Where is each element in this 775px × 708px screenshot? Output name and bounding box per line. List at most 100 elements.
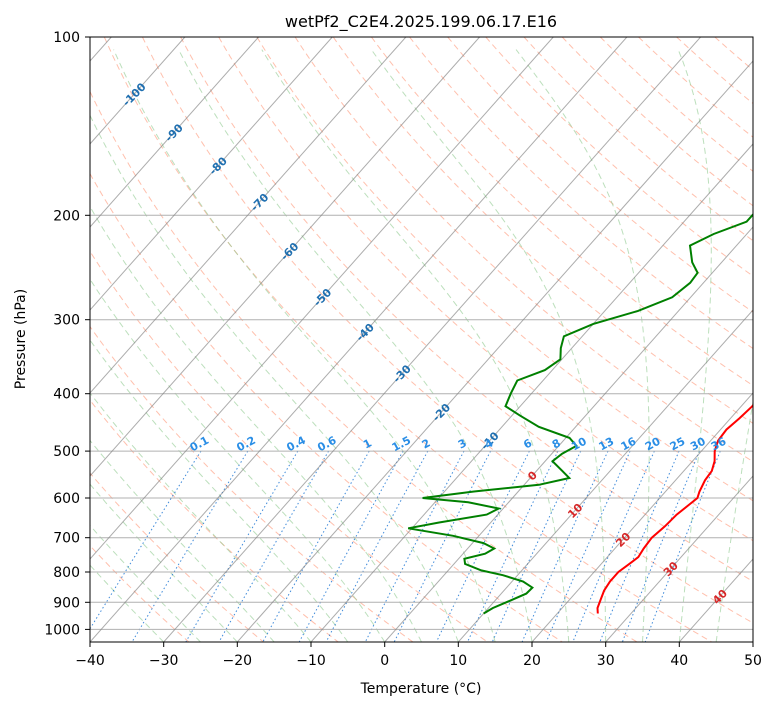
moist-adiabat-line: [90, 524, 201, 642]
moist-adiabat-line: [90, 278, 386, 642]
profile-series: [408, 213, 753, 615]
y-tick-label: 800: [53, 565, 80, 581]
dry-adiabats: [90, 37, 753, 642]
dry-adiabat-line: [90, 90, 638, 642]
moist-adiabat-line: [90, 483, 238, 642]
dry-adiabat-line: [90, 250, 488, 642]
mixing-ratio-line: [325, 450, 429, 642]
x-tick-label: 50: [744, 653, 762, 669]
moist-adiabat-line: [90, 439, 275, 642]
dry-adiabat-line: [523, 37, 753, 242]
moist-adiabat-line: [677, 49, 712, 642]
moist-adiabat-line: [515, 49, 650, 642]
plot-area: -100-90-80-70-60-50-40-30-20-10010203040…: [90, 37, 753, 642]
moist-adiabat-line: [90, 205, 422, 642]
isotherm-line: [90, 37, 480, 477]
isotherm-line: [90, 37, 259, 228]
mixing-ratio-label: 25: [668, 435, 688, 454]
y-tick-label: 900: [53, 595, 80, 611]
mixing-ratio-line: [545, 450, 631, 642]
moist-adiabat-line: [261, 49, 570, 642]
x-tick-label: −30: [149, 653, 179, 669]
isotherm-line: [90, 37, 186, 145]
chart-title: wetPf2_C2E4.2025.199.06.17.E16: [285, 12, 557, 32]
y-axis-label: Pressure (hPa): [13, 289, 29, 389]
x-tick-label: 30: [597, 653, 615, 669]
dry-adiabat-line: [485, 37, 753, 277]
y-tick-label: 200: [53, 208, 80, 224]
moist-adiabats: [90, 49, 753, 642]
mixing-ratio-line: [467, 450, 559, 642]
temperature-profile-line: [596, 403, 753, 614]
mixing-ratio-lines: [90, 450, 721, 642]
isotherm-line: [236, 60, 753, 642]
y-tick-label: 300: [53, 313, 80, 329]
dry-adiabat-line: [90, 172, 563, 642]
dry-adiabat-line: [180, 37, 753, 583]
x-axis-label: Temperature (°C): [360, 681, 482, 697]
mixing-ratio-line: [435, 450, 530, 642]
mixing-ratio-label: 10: [569, 435, 589, 454]
isotherm-line: [457, 309, 753, 642]
moist-adiabat-line: [370, 49, 607, 642]
isotherms: [90, 37, 753, 642]
mixing-ratio-line: [599, 450, 680, 642]
isotherm-line: [90, 37, 554, 560]
x-tick-label: 0: [380, 653, 389, 669]
moist-adiabat-line: [715, 398, 753, 642]
mixing-ratio-label: 16: [619, 435, 639, 454]
mixing-ratio-line: [131, 450, 249, 642]
mixing-ratio-label: 30: [688, 435, 708, 454]
isotherm-line: [310, 143, 753, 642]
moist-adiabat-line: [178, 49, 533, 642]
isotherm-line: [605, 475, 753, 642]
isotherm-line: [163, 37, 701, 642]
isotherm-line: [90, 37, 628, 642]
x-tick-label: −20: [223, 653, 253, 669]
mixing-ratio-label: 20: [643, 435, 663, 454]
dry-adiabat-line: [256, 37, 753, 502]
moist-adiabat-line: [90, 339, 349, 642]
mixing-ratio-line: [90, 450, 202, 630]
dry-adiabat-line: [370, 37, 753, 387]
x-tick-label: −10: [296, 653, 326, 669]
x-tick-label: −40: [75, 653, 105, 669]
dry-adiabat-line: [90, 472, 264, 642]
mixing-ratio-line: [572, 450, 655, 642]
x-tick-label: 20: [523, 653, 541, 669]
dry-adiabat-line: [294, 37, 753, 463]
pressure-gridlines: [90, 37, 753, 630]
x-tick-label: 10: [449, 653, 467, 669]
y-tick-label: 100: [53, 30, 80, 46]
mixing-ratio-labels: 0.1 0.2 0.4 0.6 1 1.5 2 3 4 6 8 10 13 16 20 25 30 36: [188, 434, 729, 455]
x-tick-label: 40: [670, 653, 688, 669]
mixing-ratio-line: [185, 450, 299, 642]
dry-adiabat-line: [409, 37, 753, 350]
plot-frame: [89, 36, 754, 643]
moist-adiabat-line: [90, 564, 165, 642]
dry-adiabat-line: [141, 37, 753, 624]
y-axis-ticks: 100 200 300 400 500 600 700 800 900 1000: [44, 30, 90, 638]
dry-adiabat-line: [218, 37, 753, 542]
y-tick-label: 1000: [44, 622, 80, 638]
mixing-ratio-line: [298, 450, 404, 642]
mixing-ratio-label: 13: [597, 435, 617, 454]
isotherm-line: [531, 392, 753, 642]
y-tick-label: 500: [53, 444, 80, 460]
moist-adiabat-line: [90, 114, 459, 642]
mixing-ratio-line: [262, 450, 370, 642]
mixing-ratio-label: 36: [709, 435, 729, 454]
moist-adiabat-line: [113, 49, 496, 642]
x-axis-ticks: −40 −30 −20 −10 0 10 20 30 40 50: [75, 642, 762, 669]
isotherm-line: [90, 37, 407, 394]
y-tick-label: 400: [53, 387, 80, 403]
dry-adiabat-line: [90, 325, 414, 642]
mixing-ratio-line: [218, 450, 330, 642]
dry-adiabat-line: [103, 37, 712, 642]
isotherm-line: [90, 37, 333, 311]
dewpoint-profile-line: [408, 213, 753, 615]
y-tick-label: 600: [53, 491, 80, 507]
y-tick-label: 700: [53, 531, 80, 547]
